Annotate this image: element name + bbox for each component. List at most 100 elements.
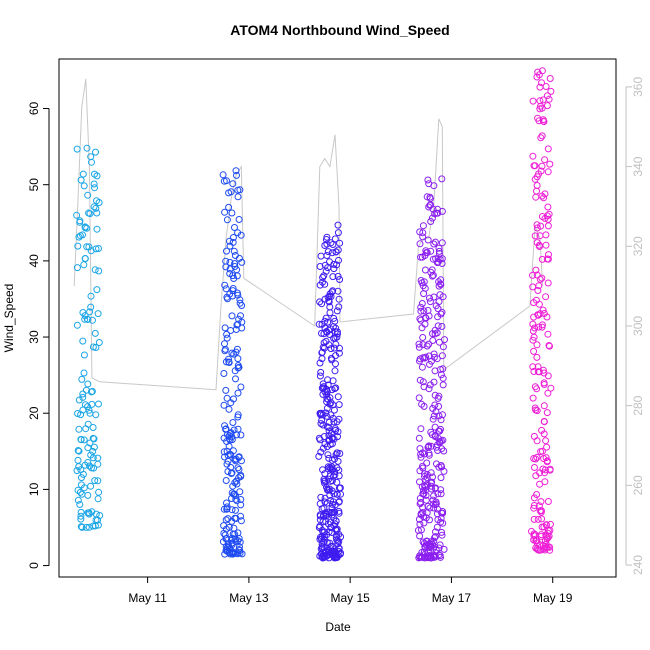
data-point bbox=[332, 360, 339, 368]
data-point bbox=[77, 176, 85, 184]
data-point bbox=[529, 320, 537, 328]
data-point bbox=[221, 281, 229, 289]
data-point bbox=[529, 271, 536, 279]
data-point bbox=[430, 240, 438, 248]
data-point bbox=[324, 293, 332, 301]
data-point bbox=[335, 349, 343, 357]
data-point bbox=[74, 496, 82, 504]
data-point bbox=[438, 323, 446, 330]
data-point bbox=[544, 168, 552, 176]
data-point bbox=[232, 167, 240, 175]
data-point bbox=[89, 316, 96, 324]
data-point bbox=[530, 333, 538, 341]
data-point bbox=[438, 531, 446, 539]
data-point bbox=[220, 401, 228, 409]
data-point bbox=[80, 261, 88, 269]
data-point bbox=[543, 212, 551, 220]
data-point bbox=[336, 239, 344, 247]
data-point bbox=[237, 512, 244, 520]
y-tick-label: 10 bbox=[27, 482, 41, 496]
data-point bbox=[530, 504, 538, 512]
data-point bbox=[325, 528, 333, 536]
data-point bbox=[334, 221, 342, 229]
data-point bbox=[544, 255, 552, 263]
data-point bbox=[95, 245, 102, 252]
data-point bbox=[435, 402, 443, 410]
data-point bbox=[541, 466, 549, 474]
data-point bbox=[234, 364, 242, 372]
data-point bbox=[225, 523, 233, 531]
data-point bbox=[426, 543, 434, 551]
data-point bbox=[541, 478, 549, 486]
data-point bbox=[84, 491, 92, 499]
data-point bbox=[415, 434, 423, 442]
y-tick-label: 30 bbox=[27, 330, 41, 344]
data-point bbox=[231, 260, 239, 268]
y-axis-right: 240 260 280 300 320 340 360 bbox=[625, 77, 645, 575]
data-point bbox=[421, 284, 429, 292]
data-point bbox=[329, 287, 337, 295]
data-point bbox=[438, 175, 446, 183]
data-point bbox=[321, 470, 329, 478]
data-point bbox=[545, 251, 552, 259]
data-point bbox=[229, 180, 237, 188]
data-point bbox=[425, 203, 433, 211]
data-point bbox=[422, 353, 430, 361]
data-point bbox=[320, 344, 328, 352]
data-point bbox=[89, 424, 97, 431]
data-point bbox=[237, 517, 245, 525]
data-point bbox=[421, 450, 429, 458]
data-point bbox=[237, 501, 245, 509]
data-point bbox=[322, 267, 330, 275]
data-point bbox=[73, 264, 81, 272]
data-point bbox=[319, 278, 326, 286]
data-point bbox=[538, 132, 546, 140]
data-point bbox=[325, 486, 333, 494]
data-point bbox=[75, 425, 83, 433]
data-point bbox=[544, 389, 552, 397]
data-point bbox=[77, 508, 85, 516]
data-point bbox=[329, 273, 337, 281]
data-point bbox=[439, 519, 447, 527]
data-point bbox=[226, 550, 234, 558]
data-point bbox=[228, 506, 236, 514]
data-point bbox=[433, 523, 441, 531]
data-point bbox=[533, 182, 541, 189]
data-point bbox=[319, 274, 327, 281]
data-point bbox=[544, 215, 552, 223]
data-point bbox=[75, 233, 83, 241]
data-point bbox=[438, 260, 446, 267]
data-point bbox=[84, 191, 92, 199]
data-point bbox=[328, 249, 336, 257]
data-point bbox=[236, 488, 244, 496]
data-point bbox=[529, 394, 537, 402]
data-point bbox=[87, 247, 95, 255]
data-point bbox=[221, 453, 228, 461]
data-point bbox=[229, 285, 237, 292]
data-point bbox=[86, 462, 94, 470]
data-point bbox=[417, 526, 425, 534]
data-point bbox=[83, 224, 91, 232]
data-point bbox=[231, 492, 239, 500]
data-point bbox=[432, 498, 440, 506]
data-point bbox=[317, 368, 325, 376]
data-point bbox=[319, 444, 327, 452]
data-point bbox=[315, 320, 323, 328]
data-point bbox=[84, 380, 92, 388]
y2-tick-label: 360 bbox=[631, 77, 645, 97]
data-point bbox=[228, 209, 236, 217]
data-point bbox=[538, 515, 546, 523]
data-point bbox=[537, 498, 545, 506]
data-point bbox=[236, 186, 244, 194]
data-point bbox=[221, 422, 229, 430]
direction-line bbox=[73, 78, 544, 391]
data-point bbox=[439, 436, 447, 444]
data-point bbox=[233, 497, 241, 505]
data-point bbox=[94, 460, 102, 468]
data-point bbox=[79, 170, 87, 178]
data-point bbox=[94, 310, 102, 318]
data-point bbox=[331, 508, 339, 516]
data-point bbox=[428, 214, 436, 222]
data-point bbox=[536, 97, 544, 105]
data-point bbox=[440, 545, 448, 553]
